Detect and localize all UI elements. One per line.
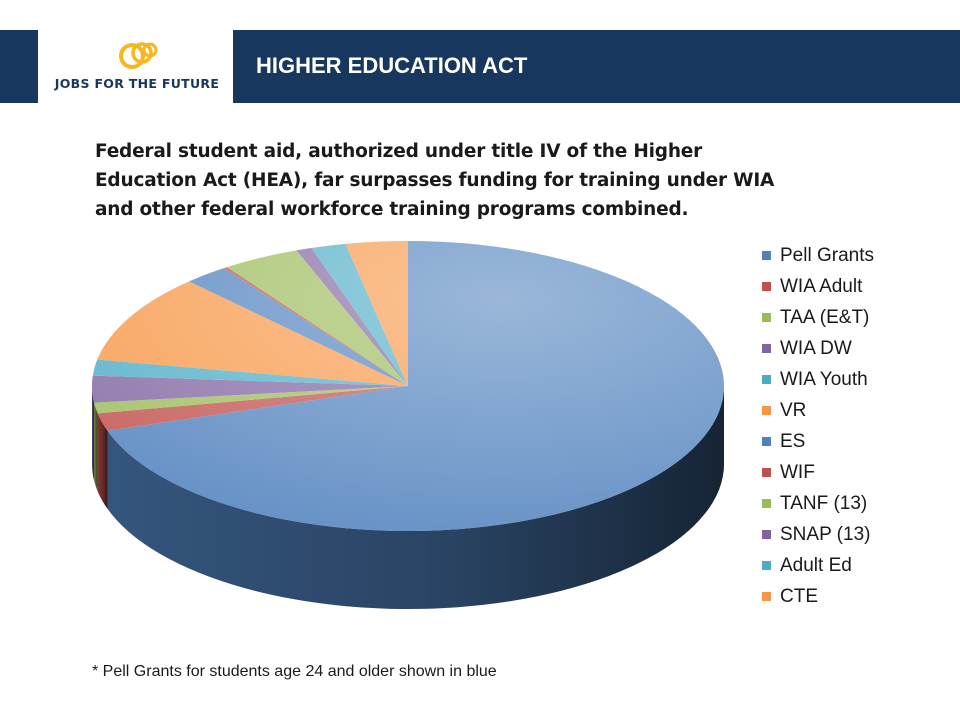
legend-label: Adult Ed <box>780 554 852 576</box>
legend-item: WIA Adult <box>762 271 874 302</box>
legend-swatch <box>762 406 771 415</box>
jff-swirl-logo-icon <box>119 42 158 69</box>
legend-swatch <box>762 561 771 570</box>
legend-item: TAA (E&T) <box>762 302 874 333</box>
legend-item: SNAP (13) <box>762 519 874 550</box>
legend-label: WIA DW <box>780 337 852 359</box>
legend-item: TANF (13) <box>762 488 874 519</box>
legend-swatch <box>762 313 771 322</box>
legend-swatch <box>762 437 771 446</box>
pie-slice-side-shade <box>94 402 98 492</box>
legend-swatch <box>762 592 771 601</box>
legend-label: CTE <box>780 585 818 607</box>
legend-swatch <box>762 251 771 260</box>
pie-top-shine <box>92 241 724 531</box>
legend-item: ES <box>762 426 874 457</box>
legend: Pell Grants WIA Adult TAA (E&T) WIA DW WIA Y… <box>762 240 874 612</box>
legend-item: WIF <box>762 457 874 488</box>
legend-label: SNAP (13) <box>780 523 871 545</box>
chart-title-line: Federal student aid, authorized under ti… <box>95 141 703 162</box>
chart-title-line: Education Act (HEA), far surpasses fundi… <box>95 170 775 191</box>
page-title: HIGHER EDUCATION ACT <box>256 53 528 78</box>
footnote: * Pell Grants for students age 24 and ol… <box>92 663 497 680</box>
logo-text: JOBS FOR THE FUTURE <box>54 76 220 91</box>
legend-swatch <box>762 344 771 353</box>
logo: JOBS FOR THE FUTURE <box>38 30 233 103</box>
legend-label: TAA (E&T) <box>780 306 870 328</box>
legend-label: ES <box>780 430 806 452</box>
legend-item: CTE <box>762 581 874 612</box>
legend-swatch <box>762 468 771 477</box>
chart-title-line: and other federal workforce training pro… <box>95 199 689 220</box>
legend-label: TANF (13) <box>780 492 868 514</box>
chart-title: Federal student aid, authorized under ti… <box>95 137 855 224</box>
legend-item: Pell Grants <box>762 240 874 271</box>
legend-item: Adult Ed <box>762 550 874 581</box>
legend-label: WIA Adult <box>780 275 863 297</box>
legend-label: VR <box>780 399 807 421</box>
legend-label: Pell Grants <box>780 244 874 266</box>
legend-label: WIA Youth <box>780 368 868 390</box>
legend-swatch <box>762 375 771 384</box>
legend-label: WIF <box>780 461 815 483</box>
legend-swatch <box>762 499 771 508</box>
pie-slice-side-shade <box>107 386 725 609</box>
pie-slice-side-shade <box>97 413 108 509</box>
legend-item: WIA DW <box>762 333 874 364</box>
legend-item: VR <box>762 395 874 426</box>
pie-slice-side-shade <box>92 386 95 481</box>
legend-swatch <box>762 282 771 291</box>
legend-item: WIA Youth <box>762 364 874 395</box>
legend-swatch <box>762 530 771 539</box>
